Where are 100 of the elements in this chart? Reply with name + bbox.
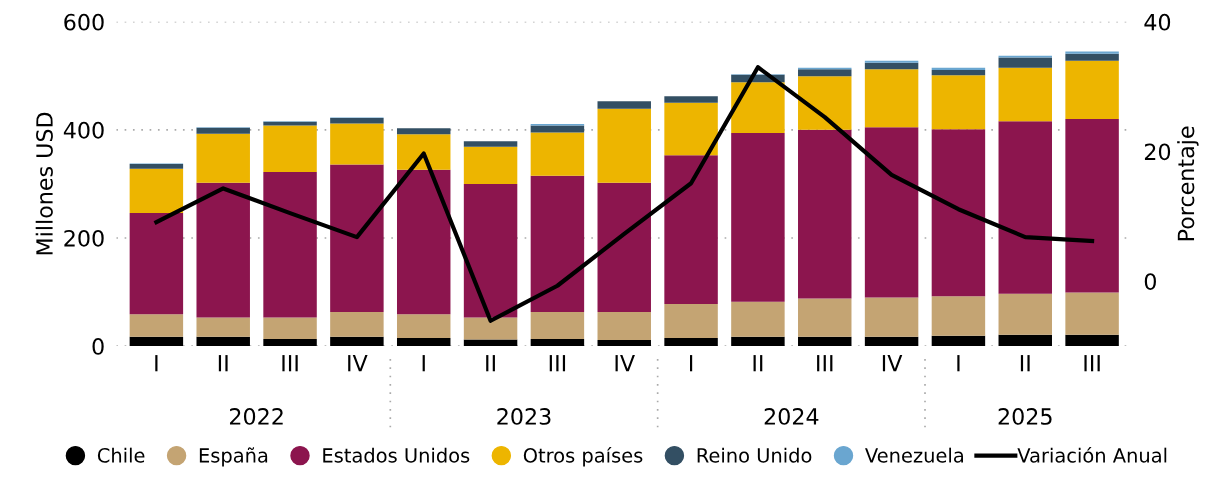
- bar: [664, 102, 718, 156]
- x-tick-label: IV: [348, 355, 368, 372]
- legend-label: Estados Unidos: [323, 447, 470, 463]
- bar: [664, 155, 718, 304]
- line-series: [154, 65, 1095, 323]
- x-tick-label: III: [282, 355, 298, 372]
- x-tick-label: IV: [615, 355, 635, 372]
- text: 2022: [229, 408, 283, 425]
- x-tick-label: I: [422, 355, 425, 372]
- text: 2023: [497, 408, 551, 425]
- bar: [396, 134, 451, 170]
- bar: [463, 141, 518, 147]
- bar: [530, 132, 585, 176]
- y-tick-label: 0: [92, 338, 104, 355]
- bar: [597, 182, 651, 313]
- bar: [129, 213, 184, 315]
- bar: [263, 172, 317, 318]
- bar: [597, 108, 651, 183]
- y2-tick-label: 40: [1144, 13, 1171, 31]
- legend-label: España: [199, 447, 268, 467]
- bar: [798, 298, 852, 337]
- bar: [463, 183, 518, 318]
- bar: [530, 175, 585, 313]
- bar: [998, 334, 1052, 347]
- bar: [731, 336, 785, 347]
- bar: [530, 125, 585, 133]
- bar: [396, 337, 451, 347]
- bar: [463, 317, 518, 340]
- bar: [998, 293, 1052, 335]
- x-tick-label: I: [689, 355, 693, 372]
- bar: [396, 314, 451, 338]
- legend-label: Venezuela: [865, 447, 963, 463]
- y2-tick-label: 20: [1144, 143, 1171, 161]
- bar: [1065, 60, 1119, 120]
- bar: [931, 296, 986, 336]
- bar: [196, 133, 250, 183]
- bar: [263, 121, 317, 126]
- x-tick-label: III: [549, 355, 566, 372]
- bar: [931, 67, 986, 70]
- legend-label: Reino Unido: [697, 447, 812, 463]
- x-tick-label: II: [753, 355, 763, 372]
- bar: [263, 125, 317, 173]
- bar: [664, 337, 718, 347]
- bar: [798, 129, 852, 299]
- x-tick-label: III: [1084, 355, 1100, 372]
- bar: [530, 312, 585, 340]
- bar: [129, 163, 184, 169]
- x-tick-label: III: [817, 355, 833, 372]
- text: 2025: [998, 408, 1052, 425]
- bar: [196, 182, 250, 318]
- bar: [463, 339, 518, 347]
- bar: [330, 312, 384, 337]
- bar: [1065, 292, 1119, 335]
- bar: [864, 297, 919, 337]
- x-tick-label: II: [1020, 355, 1030, 372]
- y-tick-label: 400: [63, 121, 104, 139]
- x-tick-label: IV: [882, 355, 903, 372]
- bar: [263, 339, 317, 347]
- bar: [931, 129, 986, 297]
- bar: [330, 123, 384, 165]
- bar: [330, 117, 384, 124]
- bar: [931, 75, 986, 130]
- bar: [864, 60, 919, 63]
- legend-label: Chile: [97, 447, 145, 463]
- bar: [129, 168, 184, 214]
- bar: [864, 69, 919, 128]
- y2-tick-label: 0: [1144, 273, 1156, 290]
- bar: [864, 62, 919, 70]
- bar: [129, 336, 184, 347]
- bar: [1065, 119, 1119, 293]
- bar: [1065, 334, 1119, 347]
- bar: [263, 317, 317, 340]
- x-tick-label: I: [957, 355, 960, 372]
- bar: [196, 127, 250, 134]
- y-tick-label: 600: [64, 13, 104, 31]
- bar: [998, 57, 1052, 68]
- x-tick-label: II: [218, 355, 228, 372]
- bar: [330, 164, 384, 313]
- text: 2024: [764, 408, 819, 425]
- bar: [597, 340, 651, 347]
- bar: [330, 336, 384, 347]
- legend-label: Variación Anual: [1017, 446, 1167, 463]
- x-tick-label: I: [155, 355, 158, 372]
- bar: [798, 69, 852, 77]
- bar: [129, 314, 184, 337]
- bar: [664, 303, 718, 338]
- bar: [931, 69, 986, 76]
- y2-axis-title: Porcentaje: [1177, 126, 1199, 241]
- bar: [864, 336, 919, 347]
- bar: [396, 169, 451, 315]
- bar: [664, 96, 718, 103]
- y-tick-label: 200: [64, 229, 104, 247]
- bar: [798, 336, 852, 347]
- bar: [998, 121, 1052, 294]
- bar: [530, 339, 585, 347]
- bar: [931, 335, 986, 347]
- bar: [597, 101, 651, 109]
- bar: [998, 67, 1052, 122]
- legend-label: Otros países: [523, 446, 643, 467]
- bar: [731, 133, 785, 302]
